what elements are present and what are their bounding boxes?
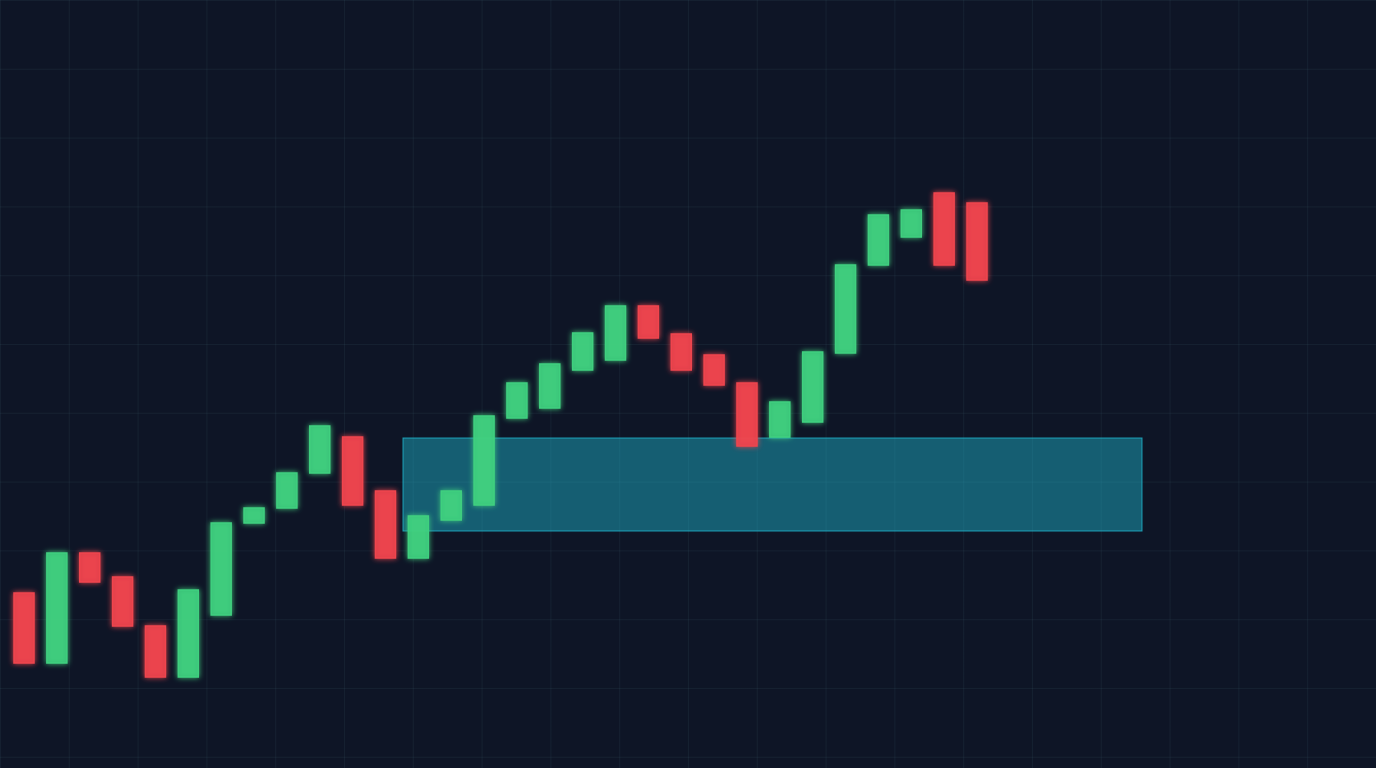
candle-body	[637, 305, 660, 339]
candle-body	[374, 490, 397, 559]
candle-body	[144, 625, 167, 678]
candle-body	[769, 401, 791, 438]
candle-body	[966, 202, 988, 281]
candle-body	[46, 552, 68, 664]
candle-body	[341, 436, 364, 506]
candle-body	[736, 382, 758, 447]
zone	[402, 437, 1143, 532]
candle-body	[473, 415, 495, 506]
candle-body	[801, 351, 824, 423]
candle-body	[243, 507, 265, 524]
candle-body	[506, 382, 528, 419]
candle-body	[13, 592, 35, 664]
candle-body	[539, 363, 561, 409]
candle-body	[276, 472, 298, 509]
candle-body	[703, 354, 725, 386]
candle-body	[440, 490, 462, 521]
candle-body	[177, 589, 200, 678]
candle-body	[78, 552, 101, 583]
candle-body	[571, 332, 594, 371]
candle-body	[309, 425, 331, 474]
candle-body	[900, 209, 923, 238]
candle-body	[834, 264, 857, 354]
candle-body	[210, 522, 232, 616]
candle-body	[111, 576, 134, 627]
candle-body	[670, 333, 692, 371]
candle-body	[407, 515, 430, 559]
candle-body	[604, 305, 627, 361]
candle-body	[933, 192, 955, 266]
candle-body	[867, 214, 890, 266]
